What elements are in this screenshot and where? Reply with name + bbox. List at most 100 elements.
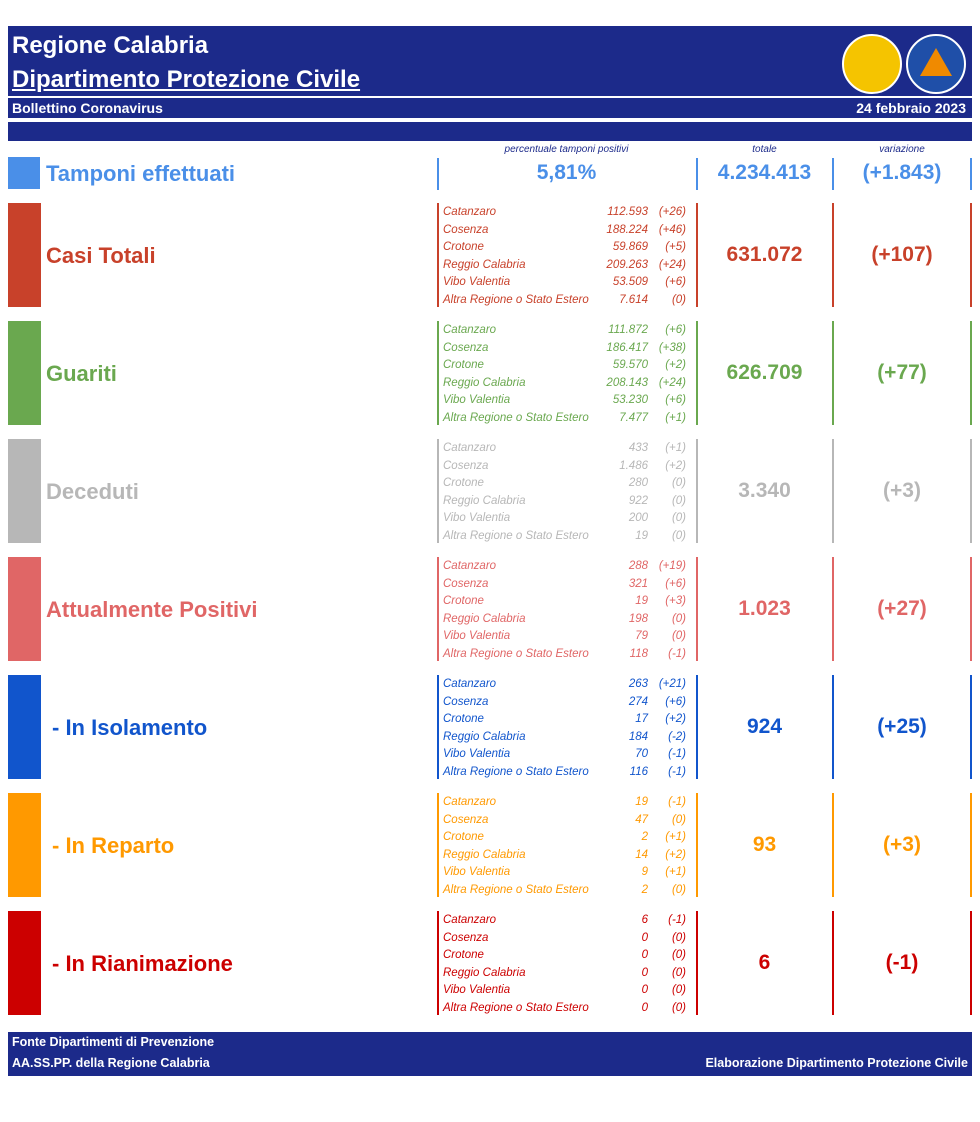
province-change: (0) bbox=[671, 984, 686, 996]
province-value: 209.263 bbox=[606, 258, 648, 271]
header-band bbox=[8, 26, 972, 96]
province-change: (+2) bbox=[665, 713, 686, 725]
province-name: Reggio Calabria bbox=[443, 258, 526, 271]
total-value: 6 bbox=[758, 951, 771, 974]
variation-value: (+27) bbox=[877, 597, 927, 620]
province-change: (+2) bbox=[665, 359, 686, 371]
column-header: percentuale tamponi positivi bbox=[504, 144, 629, 155]
row-label: Deceduti bbox=[46, 479, 139, 504]
province-value: 14 bbox=[635, 848, 648, 861]
province-value: 19 bbox=[635, 595, 648, 607]
total-value: 3.340 bbox=[738, 479, 791, 502]
province-change: (+2) bbox=[665, 459, 686, 472]
province-change: (-2) bbox=[668, 730, 686, 743]
divider bbox=[696, 203, 698, 307]
footer-source: AA.SS.PP. della Regione Calabria bbox=[12, 1056, 210, 1070]
province-value: 0 bbox=[641, 966, 648, 979]
province-name: Reggio Calabria bbox=[443, 848, 526, 861]
province-change: (+26) bbox=[658, 206, 686, 218]
divider bbox=[696, 557, 698, 661]
province-name: Reggio Calabria bbox=[443, 730, 526, 743]
variation-value: (+3) bbox=[883, 479, 921, 502]
province-value: 922 bbox=[628, 494, 648, 507]
province-change: (+6) bbox=[665, 394, 686, 406]
province-value: 184 bbox=[628, 730, 648, 743]
province-change: (+24) bbox=[658, 376, 686, 389]
divider bbox=[832, 439, 834, 543]
province-change: (0) bbox=[671, 1001, 686, 1014]
color-bar bbox=[8, 557, 41, 661]
province-name: Vibo Valentia bbox=[443, 866, 511, 878]
row-label: - In Isolamento bbox=[52, 715, 208, 740]
province-value: 188.224 bbox=[606, 223, 648, 236]
province-value: 2 bbox=[641, 883, 648, 896]
province-name: Vibo Valentia bbox=[443, 512, 511, 524]
province-change: (0) bbox=[671, 477, 686, 489]
province-name: Catanzaro bbox=[443, 560, 497, 572]
logo bbox=[906, 34, 966, 94]
province-name: Catanzaro bbox=[443, 324, 497, 336]
total-value: 626.709 bbox=[726, 361, 803, 384]
title: Regione Calabria bbox=[12, 32, 209, 59]
province-change: (-1) bbox=[668, 748, 686, 760]
row-label: Attualmente Positivi bbox=[46, 597, 258, 622]
divider bbox=[696, 321, 698, 425]
province-name: Altra Regione o Stato Estero bbox=[443, 647, 589, 660]
province-value: 6 bbox=[641, 914, 648, 926]
province-value: 47 bbox=[635, 813, 648, 826]
province-value: 7.477 bbox=[619, 411, 648, 424]
total-value: 4.234.413 bbox=[717, 161, 812, 184]
province-value: 17 bbox=[635, 713, 648, 725]
province-value: 53.230 bbox=[612, 394, 648, 406]
province-change: (+1) bbox=[665, 411, 686, 424]
province-change: (-1) bbox=[668, 914, 686, 926]
total-value: 1.023 bbox=[738, 597, 791, 620]
divider bbox=[970, 321, 972, 425]
divider bbox=[437, 158, 439, 190]
province-value: 200 bbox=[628, 512, 648, 524]
province-change: (0) bbox=[671, 883, 686, 896]
color-bar bbox=[8, 675, 41, 779]
divider bbox=[696, 439, 698, 543]
province-name: Catanzaro bbox=[443, 206, 497, 218]
province-name: Altra Regione o Stato Estero bbox=[443, 529, 589, 542]
province-change: (+19) bbox=[658, 560, 686, 572]
province-value: 1.486 bbox=[619, 459, 648, 472]
bulletin-band bbox=[8, 98, 972, 118]
province-value: 59.869 bbox=[612, 241, 648, 253]
province-name: Catanzaro bbox=[443, 914, 497, 926]
province-name: Cosenza bbox=[443, 813, 489, 826]
province-value: 321 bbox=[628, 577, 648, 590]
color-bar bbox=[8, 793, 41, 897]
divider bbox=[970, 439, 972, 543]
province-name: Cosenza bbox=[443, 577, 489, 590]
province-change: (-1) bbox=[668, 765, 686, 778]
divider bbox=[696, 158, 698, 190]
divider bbox=[832, 203, 834, 307]
variation-value: (+1.843) bbox=[862, 161, 942, 184]
divider bbox=[696, 675, 698, 779]
province-value: 118 bbox=[629, 647, 648, 660]
row-label: Casi Totali bbox=[46, 243, 156, 268]
province-value: 79 bbox=[635, 630, 648, 642]
province-name: Cosenza bbox=[443, 223, 489, 236]
province-name: Altra Regione o Stato Estero bbox=[443, 765, 589, 778]
color-bar bbox=[8, 203, 41, 307]
divider bbox=[832, 793, 834, 897]
divider bbox=[832, 321, 834, 425]
province-value: 7.614 bbox=[619, 293, 648, 306]
province-name: Vibo Valentia bbox=[443, 630, 511, 642]
divider bbox=[970, 158, 972, 190]
divider bbox=[437, 203, 439, 307]
province-value: 53.509 bbox=[612, 276, 648, 288]
divider bbox=[970, 911, 972, 1015]
divider bbox=[437, 793, 439, 897]
province-change: (-1) bbox=[668, 796, 686, 808]
province-change: (0) bbox=[671, 630, 686, 642]
province-value: 274 bbox=[628, 695, 648, 708]
province-change: (+2) bbox=[665, 848, 686, 861]
province-value: 70 bbox=[635, 748, 648, 760]
province-value: 0 bbox=[641, 984, 648, 996]
color-bar bbox=[8, 911, 41, 1015]
